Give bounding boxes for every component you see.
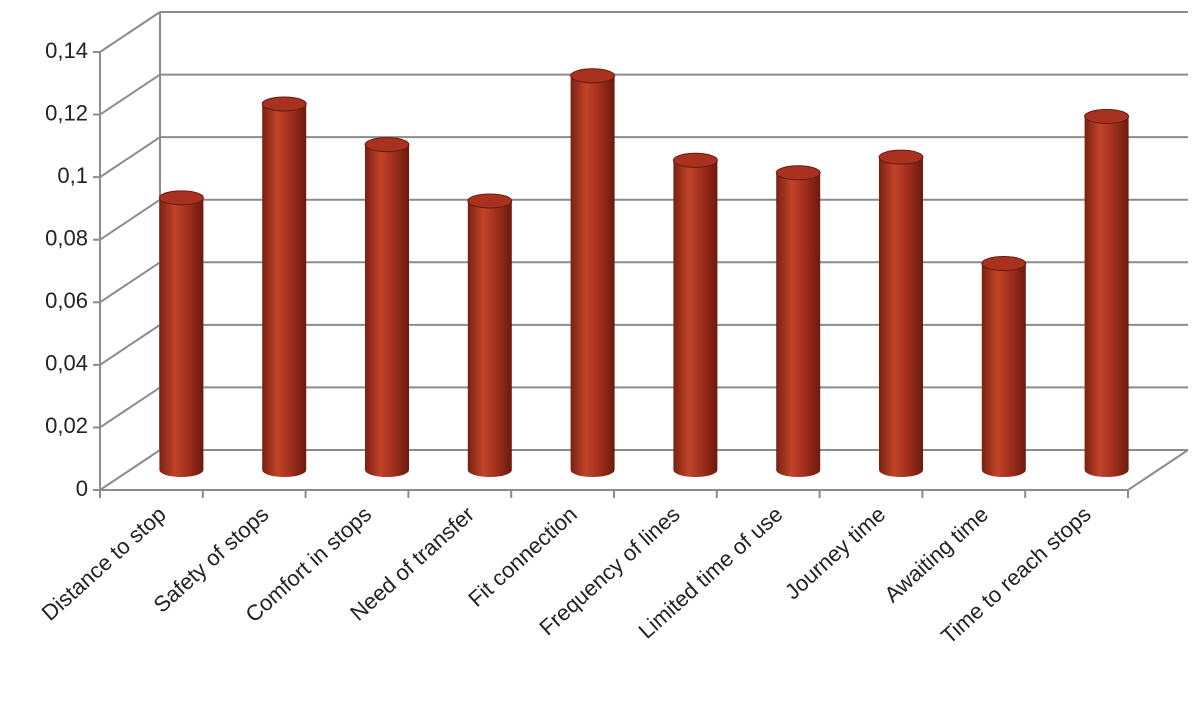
x-tick-label: Journey time [780,501,890,604]
bar-cap [467,193,513,209]
floor-edge [1127,449,1189,491]
grid-line [99,324,161,366]
grid-line [99,11,161,53]
y-tick-label: 0,02 [45,413,88,438]
bar-cap [364,137,410,153]
bar-cap [570,68,616,84]
bar-cap [261,96,307,112]
bar [570,75,615,478]
bar-cap [158,190,204,206]
y-tick-label: 0,06 [45,288,88,313]
bar [1084,116,1129,478]
bar [467,200,512,478]
bar-cap [981,256,1027,272]
x-tick-label: Awaiting time [879,501,993,607]
y-tick-label: 0,04 [45,351,88,376]
bar [981,263,1026,477]
grid-line [99,449,161,491]
grid-line [99,198,161,241]
grid-line [99,261,161,304]
bar [776,172,821,478]
y-tick-label: 0,1 [57,163,88,188]
bar [159,197,204,478]
grid-line [99,386,161,429]
bar-cap [1084,108,1130,124]
bar-cap [672,152,718,168]
bar [365,144,409,477]
x-tick-label: Distance to stop [37,501,171,625]
y-tick-label: 0,14 [45,38,88,63]
bar-cap [775,165,821,181]
y-tick-label: 0,08 [45,226,88,251]
y-tick-label: 0,12 [45,100,88,125]
bar-cap [878,149,924,165]
grid-line [99,136,161,178]
bar [673,160,718,478]
grid-line [99,73,161,116]
y-tick-label: 0 [76,476,88,501]
bar [879,157,923,477]
bar [262,103,307,478]
